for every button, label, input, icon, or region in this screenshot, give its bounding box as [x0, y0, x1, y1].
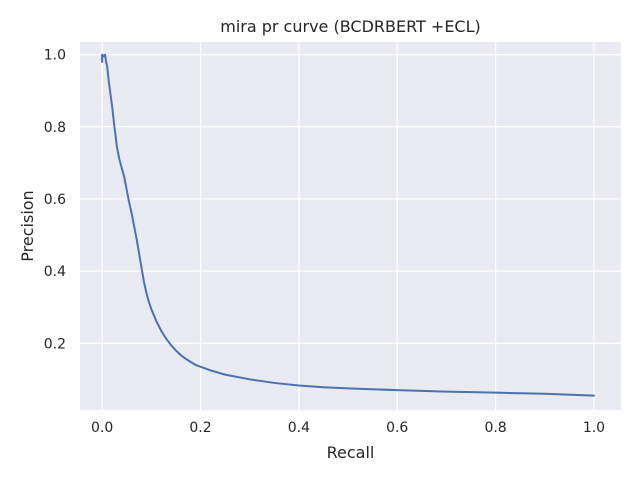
- x-tick-labels: 0.0 0.2 0.4 0.6 0.8 1.0: [91, 420, 605, 436]
- x-tick-label: 0.6: [386, 420, 408, 436]
- chart-title: mira pr curve (BCDRBERT +ECL): [220, 17, 481, 36]
- series-line: [101, 53, 595, 397]
- x-gridlines: [101, 42, 595, 410]
- y-tick-label: 0.8: [44, 120, 66, 136]
- y-tick-labels: 0.2 0.4 0.6 0.8 1.0: [44, 48, 66, 353]
- x-tick-label: 0.8: [484, 420, 506, 436]
- y-tick-label: 0.4: [44, 264, 66, 280]
- x-tick-label: 1.0: [583, 420, 605, 436]
- x-tick-label: 0.4: [288, 420, 310, 436]
- y-axis-label: Precision: [18, 190, 37, 261]
- plot-background: [80, 42, 621, 410]
- x-tick-label: 0.0: [91, 420, 113, 436]
- y-tick-label: 0.6: [44, 192, 66, 208]
- y-tick-label: 0.2: [44, 336, 66, 352]
- y-tick-label: 1.0: [44, 48, 66, 64]
- x-tick-label: 0.2: [189, 420, 211, 436]
- x-axis-label: Recall: [327, 443, 375, 462]
